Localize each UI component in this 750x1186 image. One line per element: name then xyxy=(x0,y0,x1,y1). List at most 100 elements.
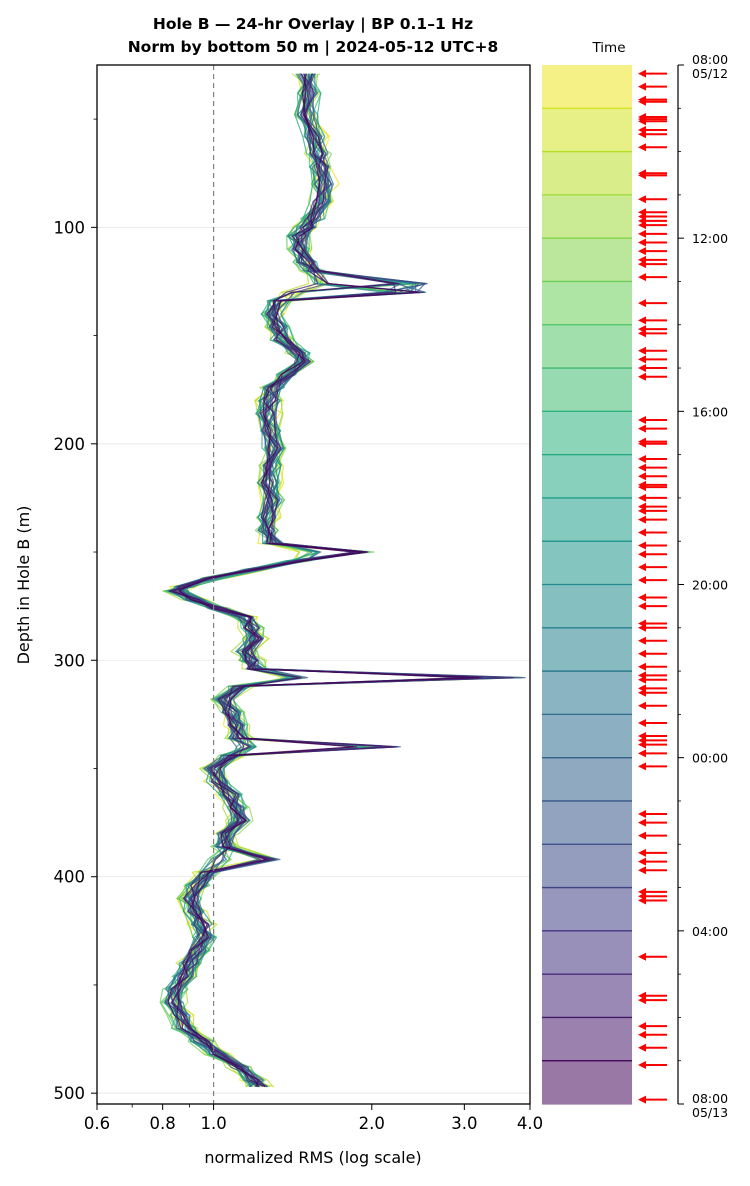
colorbar-band xyxy=(542,454,632,499)
colorbar-band xyxy=(542,368,632,412)
arrow-head xyxy=(638,848,646,857)
colorbar-band xyxy=(542,194,632,239)
time-marker-arrow xyxy=(638,316,667,325)
colorbar-tick-label: 12:00 xyxy=(692,231,728,246)
time-marker-arrow xyxy=(638,952,667,961)
colorbar-band xyxy=(542,714,632,759)
colorbar-band xyxy=(542,671,632,715)
time-marker-arrow xyxy=(638,346,667,355)
time-marker-arrow xyxy=(638,602,667,611)
arrow-head xyxy=(638,415,646,424)
colorbar-axis: 08:00 05/12 12:00 16:00 20:00 00:00 04:00 08:00… xyxy=(677,52,728,1120)
colorbar-band xyxy=(542,844,632,889)
arrow-head xyxy=(638,229,646,238)
y-tick-label: 400 xyxy=(54,868,86,887)
arrow-head xyxy=(638,195,646,204)
colorbar-tick-label: 04:00 xyxy=(692,924,728,939)
arrow-head xyxy=(638,364,646,373)
colorbar-band xyxy=(542,151,632,196)
arrow-head xyxy=(638,424,646,433)
time-marker-arrow xyxy=(638,493,667,502)
colorbar-band xyxy=(542,108,632,153)
x-axis: 0.6 0.8 1.0 2.0 3.0 4.0 xyxy=(84,1104,543,1133)
arrow-head xyxy=(638,171,646,180)
x-tick-label: 1.0 xyxy=(200,1114,226,1133)
time-marker-arrow xyxy=(638,866,667,875)
y-tick-label: 100 xyxy=(54,218,86,237)
arrow-head xyxy=(638,1043,646,1052)
y-tick-label: 300 xyxy=(54,651,86,670)
y-axis: 100 200 300 400 500 xyxy=(54,118,97,1103)
x-tick-label: 2.0 xyxy=(359,1114,385,1133)
arrow-head xyxy=(638,528,646,537)
time-marker-arrow xyxy=(638,1095,667,1104)
colorbar-tick-label: 20:00 xyxy=(692,578,728,593)
trace-28 xyxy=(164,73,526,1088)
x-tick-label: 0.6 xyxy=(84,1114,110,1133)
time-marker-arrow xyxy=(638,69,667,78)
arrow-head xyxy=(638,563,646,572)
colorbar-tick-label: 00:00 xyxy=(692,751,728,766)
time-marker-arrow xyxy=(638,260,667,269)
time-marker-arrow xyxy=(638,273,667,282)
arrow-head xyxy=(638,143,646,152)
arrow-head xyxy=(638,896,646,905)
colorbar-tick-label: 16:00 xyxy=(692,404,728,419)
time-marker-arrow xyxy=(638,329,667,338)
arrow-head xyxy=(638,260,646,269)
time-markers xyxy=(638,69,667,1104)
time-marker-arrow xyxy=(638,299,667,308)
time-marker-arrow xyxy=(638,229,667,238)
x-axis-label: normalized RMS (log scale) xyxy=(204,1148,421,1167)
colorbar-band xyxy=(542,1060,632,1105)
time-marker-arrow xyxy=(638,195,667,204)
trace-17 xyxy=(171,73,478,1088)
arrow-head xyxy=(638,550,646,559)
time-marker-arrow xyxy=(638,623,667,632)
arrow-head xyxy=(638,996,646,1005)
time-marker-arrow xyxy=(638,415,667,424)
arrow-head xyxy=(638,130,646,139)
time-marker-arrow xyxy=(638,515,667,524)
colorbar-band xyxy=(542,974,632,1019)
time-marker-arrow xyxy=(638,563,667,572)
time-marker-arrow xyxy=(638,762,667,771)
time-marker-arrow xyxy=(638,541,667,550)
arrow-head xyxy=(638,762,646,771)
colorbar-band xyxy=(542,887,632,932)
arrow-head xyxy=(638,541,646,550)
time-marker-arrow xyxy=(638,818,667,827)
time-marker-arrow xyxy=(638,143,667,152)
arrow-head xyxy=(638,506,646,515)
y-tick-label: 200 xyxy=(54,435,86,454)
arrow-head xyxy=(638,472,646,481)
time-marker-arrow xyxy=(638,130,667,139)
time-marker-arrow xyxy=(638,749,667,758)
plot-traces xyxy=(159,73,526,1088)
arrow-head xyxy=(638,701,646,710)
colorbar-tick-label: 08:00 05/13 xyxy=(692,1091,728,1120)
colorbar-band xyxy=(542,930,632,975)
time-marker-arrow xyxy=(638,809,667,818)
arrow-head xyxy=(638,818,646,827)
time-marker-arrow xyxy=(638,97,667,106)
trace-36 xyxy=(176,73,480,1088)
time-marker-arrow xyxy=(638,82,667,91)
colorbar-band xyxy=(542,1017,632,1062)
trace-25 xyxy=(174,73,514,1088)
time-marker-arrow xyxy=(638,636,667,645)
time-marker-arrow xyxy=(638,1030,667,1039)
colorbar-band xyxy=(542,65,632,109)
y-axis-label: Depth in Hole B (m) xyxy=(14,506,33,665)
arrow-head xyxy=(638,636,646,645)
arrow-head xyxy=(638,493,646,502)
trace-12 xyxy=(170,73,524,1088)
time-marker-arrow xyxy=(638,688,667,697)
time-marker-arrow xyxy=(638,740,667,749)
trace-21 xyxy=(176,73,478,1088)
arrow-head xyxy=(638,623,646,632)
time-marker-arrow xyxy=(638,1043,667,1052)
time-marker-arrow xyxy=(638,506,667,515)
arrow-head xyxy=(638,247,646,256)
